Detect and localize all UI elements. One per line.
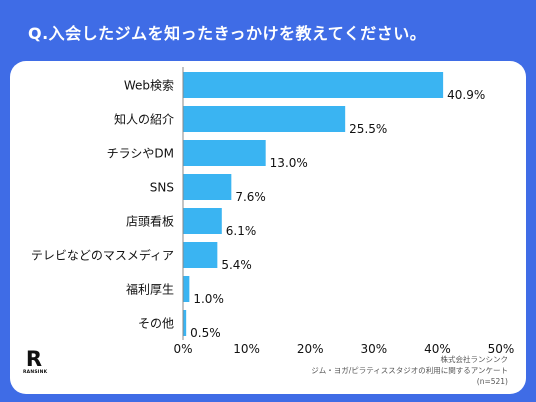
logo-word: RANSINK (23, 370, 48, 375)
source-sample-size: (n=521) (476, 377, 508, 386)
category-label-6: 福利厚生 (126, 282, 174, 297)
brand-logo: R RANSINK (23, 347, 48, 376)
value-label-0: 40.9% (447, 88, 485, 102)
value-label-3: 7.6% (235, 190, 266, 204)
x-tick-label-0: 0% (173, 342, 192, 356)
source-company: 株式会社ランシンク (440, 355, 509, 364)
category-label-1: 知人の紹介 (114, 113, 174, 127)
bar-3 (183, 174, 232, 200)
value-label-2: 13.0% (270, 156, 308, 170)
category-label-0: Web検索 (124, 79, 174, 93)
x-tick-label-3: 30% (360, 342, 387, 356)
category-label-5: テレビなどのマスメディア (31, 248, 174, 263)
source-note: 株式会社ランシンク ジム・ヨガ/ピラティススタジオの利用に関するアンケート (n… (258, 354, 508, 387)
chart-card: Web検索 40.9% 知人の紹介 25.5% チラシやDM 13.0% SNS 7.6% 店頭… (10, 61, 526, 394)
value-label-7: 0.5% (190, 326, 221, 340)
bar-2 (183, 140, 266, 166)
value-label-4: 6.1% (226, 224, 257, 238)
value-label-1: 25.5% (349, 122, 387, 136)
x-tick-label-4: 40% (424, 342, 451, 356)
category-label-4: 店頭看板 (126, 215, 174, 229)
question-title: Q.入会したジムを知ったきっかけを教えてください。 (28, 24, 427, 43)
bar-4 (183, 208, 222, 234)
value-label-5: 5.4% (221, 258, 252, 272)
source-survey: ジム・ヨガ/ピラティススタジオの利用に関するアンケート (311, 366, 508, 375)
category-label-7: その他 (138, 317, 174, 331)
bar-1 (183, 106, 346, 132)
x-tick-label-1: 10% (233, 342, 260, 356)
bar-chart: Web検索 40.9% 知人の紹介 25.5% チラシやDM 13.0% SNS 7.6% 店頭… (31, 67, 515, 356)
logo-letter: R (25, 347, 43, 371)
bar-0 (183, 72, 444, 98)
bar-5 (183, 242, 218, 268)
category-label-3: SNS (150, 181, 174, 195)
value-label-6: 1.0% (193, 292, 224, 306)
bar-7 (183, 310, 187, 336)
x-tick-label-2: 20% (297, 342, 324, 356)
x-tick-label-5: 50% (488, 342, 515, 356)
category-label-2: チラシやDM (107, 147, 174, 161)
bar-6 (183, 276, 190, 302)
